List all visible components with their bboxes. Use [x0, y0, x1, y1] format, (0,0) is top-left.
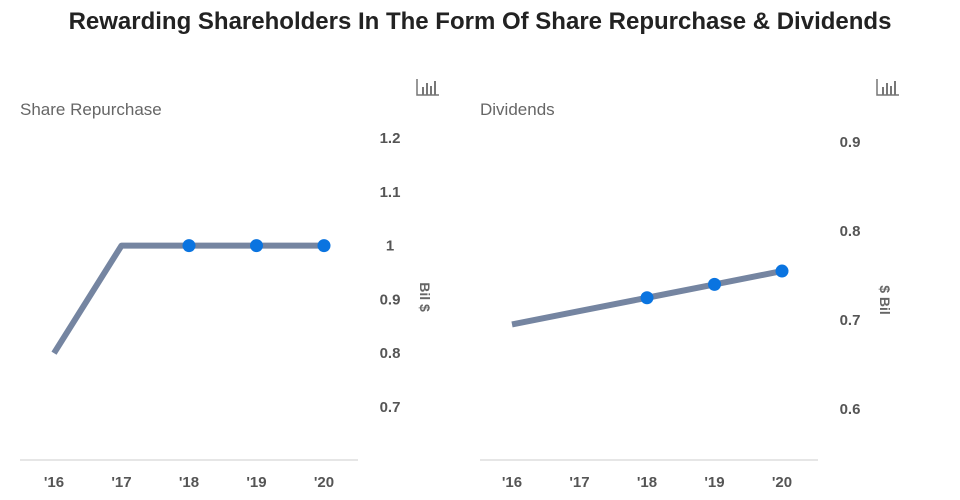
x-tick-label: '19: [704, 474, 724, 491]
series-line: [51, 242, 324, 355]
share-repurchase-plot: 0.7 0.8 0.9 1 1.1 1.2 Bil $ '16 '17 '18 '19 '20: [20, 130, 433, 491]
data-point[interactable]: [250, 239, 263, 253]
chart-title: Dividends: [480, 100, 555, 119]
y-tick-label: 0.9: [840, 134, 861, 151]
y-tick-label: 1: [386, 238, 394, 255]
x-tick-label: '18: [637, 474, 657, 491]
share-repurchase-chart: Share Repurchase 0.7 0.8 0.9 1 1.1 1.2 Bil $ '1…: [0, 60, 480, 500]
bar-chart-icon[interactable]: [416, 78, 440, 96]
x-tick-label: '19: [246, 474, 266, 491]
x-tick-label: '18: [179, 474, 199, 491]
data-point[interactable]: [708, 277, 721, 291]
x-tick-label: '20: [314, 474, 334, 491]
y-tick-label: 1.2: [380, 130, 401, 147]
data-point[interactable]: [182, 239, 196, 253]
y-axis-label: $ Bil: [877, 285, 893, 315]
y-tick-label: 0.7: [840, 312, 861, 329]
x-tick-label: '16: [502, 474, 522, 491]
page-title: Rewarding Shareholders In The Form Of Sh…: [68, 8, 892, 35]
x-tick-label: '17: [569, 474, 589, 491]
y-tick-label: 1.1: [380, 184, 401, 201]
x-tick-label: '17: [111, 474, 131, 491]
data-point[interactable]: [317, 239, 331, 253]
y-tick-label: 0.9: [380, 291, 401, 308]
dividends-chart: Dividends 0.6 0.7 0.8 0.9 $ Bil '16 '17 '18 '19 '…: [460, 60, 940, 500]
y-tick-label: 0.8: [380, 345, 401, 362]
x-tick-label: '20: [772, 474, 792, 491]
data-point[interactable]: [775, 264, 789, 278]
chart-title: Share Repurchase: [20, 100, 162, 119]
y-tick-label: 0.7: [380, 399, 401, 416]
x-tick-label: '16: [44, 474, 64, 491]
y-axis-label: Bil $: [417, 282, 433, 312]
y-tick-label: 0.8: [840, 223, 861, 240]
bar-chart-icon[interactable]: [876, 78, 900, 96]
dividends-plot: 0.6 0.7 0.8 0.9 $ Bil '16 '17 '18 '19 '20: [480, 134, 893, 491]
data-point[interactable]: [640, 291, 654, 305]
y-tick-label: 0.6: [840, 401, 861, 418]
